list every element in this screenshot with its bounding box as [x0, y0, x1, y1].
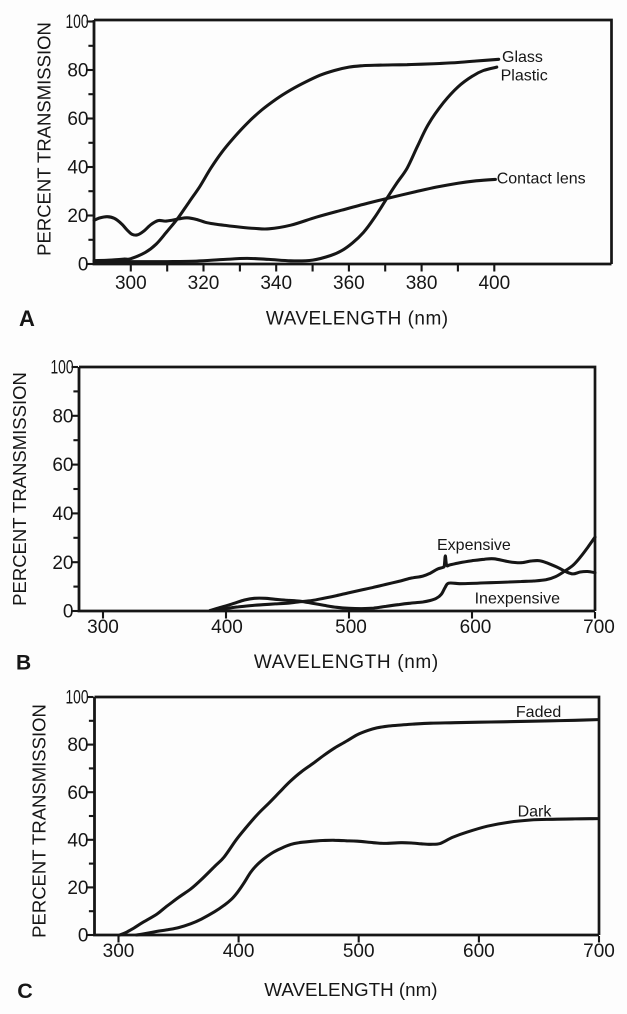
svg-text:380: 380 — [406, 273, 438, 294]
svg-text:Contact lens: Contact lens — [497, 171, 586, 188]
svg-text:500: 500 — [343, 941, 375, 962]
svg-text:PERCENT TRANSMISSION: PERCENT TRANSMISSION — [9, 372, 30, 606]
svg-text:60: 60 — [52, 455, 73, 476]
svg-text:20: 20 — [67, 206, 88, 227]
svg-text:320: 320 — [188, 273, 220, 294]
svg-text:60: 60 — [67, 783, 88, 804]
svg-text:A: A — [19, 306, 35, 331]
svg-text:300: 300 — [103, 941, 135, 962]
svg-text:40: 40 — [52, 504, 73, 525]
svg-text:Dark: Dark — [518, 804, 553, 821]
svg-text:C: C — [17, 979, 33, 1003]
svg-text:60: 60 — [67, 109, 88, 130]
svg-text:40: 40 — [67, 830, 88, 851]
svg-text:300: 300 — [115, 273, 147, 294]
svg-text:Plastic: Plastic — [501, 68, 548, 85]
svg-text:B: B — [16, 651, 31, 674]
svg-text:40: 40 — [67, 158, 88, 179]
svg-text:PERCENT TRANSMISSION: PERCENT TRANSMISSION — [29, 704, 50, 938]
svg-text:80: 80 — [52, 406, 73, 427]
svg-text:Glass: Glass — [502, 49, 543, 66]
svg-text:Faded: Faded — [516, 704, 561, 721]
svg-text:0: 0 — [78, 926, 89, 947]
svg-text:300: 300 — [87, 617, 119, 638]
svg-text:Expensive: Expensive — [437, 537, 511, 554]
svg-text:700: 700 — [583, 617, 615, 638]
svg-text:80: 80 — [67, 735, 88, 756]
svg-text:100: 100 — [66, 688, 89, 709]
svg-text:PERCENT TRANSMISSION: PERCENT TRANSMISSION — [33, 22, 54, 256]
svg-text:80: 80 — [67, 61, 88, 82]
svg-text:340: 340 — [260, 273, 292, 294]
svg-text:500: 500 — [335, 617, 367, 638]
svg-text:WAVELENGTH (nm): WAVELENGTH (nm) — [254, 652, 439, 673]
svg-text:600: 600 — [463, 941, 495, 962]
svg-text:360: 360 — [333, 273, 365, 294]
svg-text:20: 20 — [52, 553, 73, 574]
svg-text:WAVELENGTH (nm): WAVELENGTH (nm) — [266, 309, 449, 330]
svg-text:20: 20 — [67, 878, 88, 899]
svg-text:0: 0 — [78, 255, 89, 276]
svg-text:Inexpensive: Inexpensive — [475, 590, 560, 607]
svg-text:0: 0 — [63, 602, 74, 623]
svg-text:400: 400 — [478, 273, 510, 294]
svg-text:400: 400 — [223, 941, 255, 962]
svg-text:100: 100 — [66, 12, 89, 33]
svg-text:WAVELENGTH (nm): WAVELENGTH (nm) — [264, 979, 437, 1000]
svg-text:600: 600 — [460, 617, 492, 638]
svg-text:400: 400 — [211, 617, 243, 638]
svg-text:100: 100 — [51, 358, 74, 379]
svg-text:700: 700 — [583, 941, 615, 962]
